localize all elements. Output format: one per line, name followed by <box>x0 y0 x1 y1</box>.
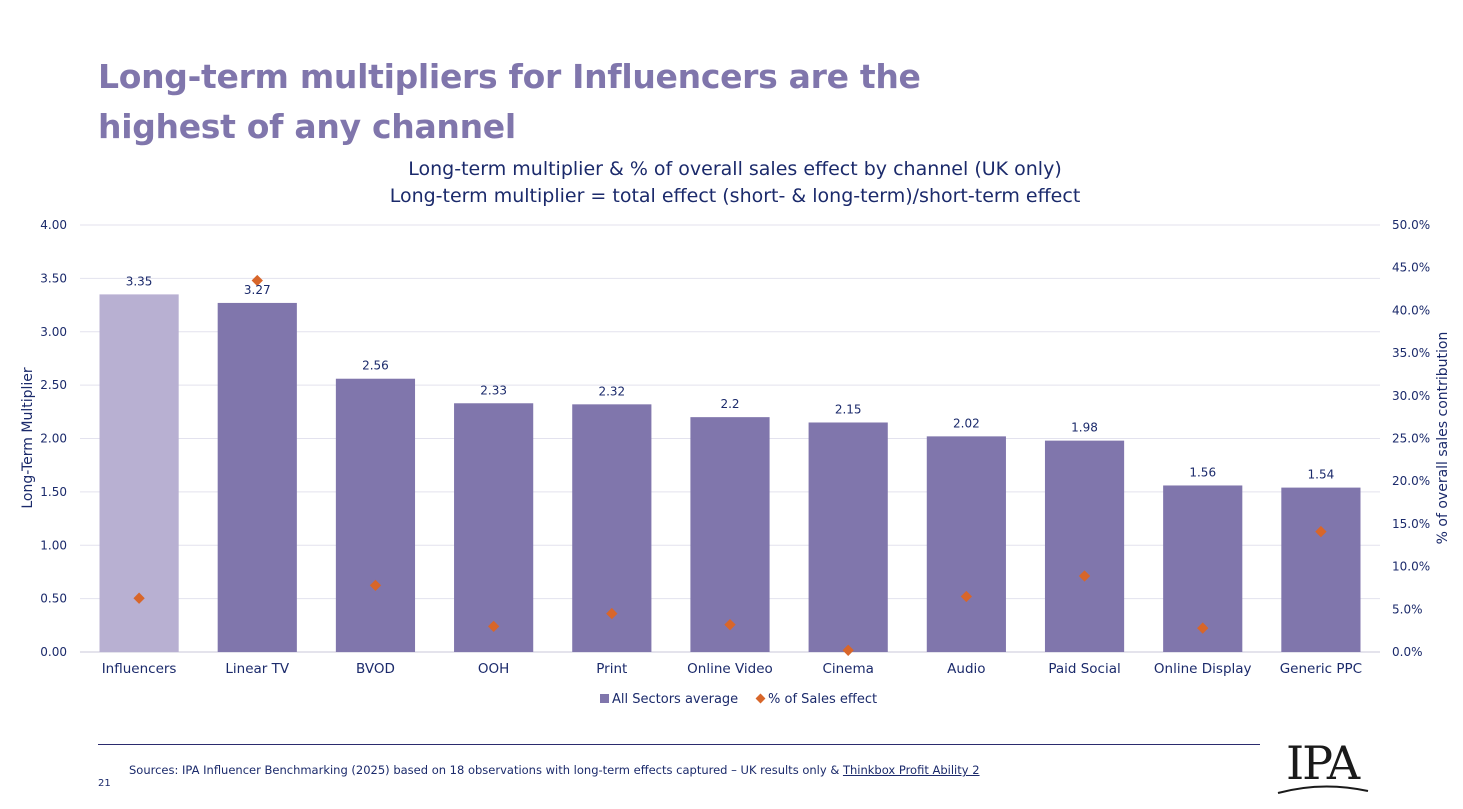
category-label: OOH <box>478 661 509 677</box>
legend-swatch-marker <box>755 693 766 704</box>
left-axis-ticks: 0.00 0.50 1.00 1.50 2.00 2.50 3.00 3.50 4.00 <box>40 218 67 659</box>
bar <box>217 302 297 652</box>
ipa-logo-wordmark: IPA <box>1286 736 1361 790</box>
right-axis-title: % of overall sales contribution <box>1435 332 1451 545</box>
bar-value-label: 1.54 <box>1308 468 1335 482</box>
bar <box>690 417 770 652</box>
category-label: BVOD <box>356 661 395 677</box>
category-label: Linear TV <box>225 661 289 677</box>
page-number: 21 <box>98 778 111 789</box>
category-label: Generic PPC <box>1280 661 1362 677</box>
bar-value-label: 3.27 <box>244 283 271 297</box>
bar <box>1044 440 1125 652</box>
bar-value-label: 3.35 <box>126 274 153 288</box>
right-axis-tick-label: 25.0% <box>1392 432 1430 446</box>
category-label: Print <box>596 661 627 677</box>
bar <box>808 422 888 652</box>
bar-value-label: 1.98 <box>1071 421 1098 435</box>
right-axis-tick-label: 10.0% <box>1392 560 1430 574</box>
sales-effect-marker <box>960 590 973 603</box>
left-axis-title: Long-Term Multiplier <box>20 367 36 509</box>
right-axis-tick-label: 0.0% <box>1392 645 1423 659</box>
bars <box>99 294 1361 652</box>
bar-value-label: 2.32 <box>598 384 625 398</box>
sales-effect-marker <box>133 592 145 604</box>
slide-title-line-1: Long-term multipliers for Influencers ar… <box>98 57 921 96</box>
sources-link[interactable]: Thinkbox Profit Ability 2 <box>842 763 980 777</box>
bar-value-label: 2.56 <box>362 359 389 373</box>
category-label: Online Video <box>687 661 773 677</box>
sales-effect-marker <box>369 579 382 592</box>
category-label: Cinema <box>822 661 873 677</box>
left-axis-tick-label: 1.50 <box>40 485 67 499</box>
category-labels: Influencers Linear TV BVOD OOH Print Online V… <box>102 661 1362 677</box>
bar-value-label: 2.15 <box>835 402 862 416</box>
right-axis-tick-label: 50.0% <box>1392 218 1430 232</box>
category-label: Paid Social <box>1048 661 1120 677</box>
right-axis-tick-label: 30.0% <box>1392 389 1430 403</box>
legend-label-bar: All Sectors average <box>612 692 738 707</box>
right-axis-tick-label: 45.0% <box>1392 261 1430 275</box>
right-axis-tick-label: 20.0% <box>1392 474 1430 488</box>
right-axis-tick-label: 40.0% <box>1392 303 1430 317</box>
bar <box>335 378 416 652</box>
left-axis-tick-label: 3.00 <box>40 325 67 339</box>
category-label: Online Display <box>1154 661 1252 677</box>
bar-value-labels: 3.35 3.27 2.56 2.33 2.32 2.2 2.15 2.02 1.98 1.56 1… <box>126 274 1335 481</box>
combo-chart: 3.35 3.27 2.56 2.33 2.32 2.2 2.15 2.02 1.98 1.56 1… <box>20 218 1451 707</box>
sales-effect-marker <box>1078 570 1091 582</box>
sales-effect-marker <box>606 607 618 620</box>
category-label: Influencers <box>102 661 177 677</box>
bar <box>1281 487 1361 652</box>
legend-swatch-bar <box>600 694 609 703</box>
chart-subtitle: Long-term multiplier = total effect (sho… <box>389 185 1081 207</box>
sales-effect-marker <box>724 619 736 631</box>
chart-title-block: Long-term multiplier & % of overall sale… <box>230 156 1240 210</box>
sales-effect-marker <box>842 644 854 656</box>
right-axis-tick-label: 35.0% <box>1392 346 1430 360</box>
sources-note: Sources: IPA Influencer Benchmarking (20… <box>129 763 980 777</box>
left-axis-tick-label: 0.50 <box>40 592 67 606</box>
slide-title: Long-term multipliers for Influencers ar… <box>98 52 998 152</box>
left-axis-tick-label: 3.50 <box>40 271 67 285</box>
left-axis-tick-label: 4.00 <box>40 218 67 232</box>
bar <box>454 403 534 652</box>
legend: All Sectors average % of Sales effect <box>600 692 877 707</box>
chart-title: Long-term multiplier & % of overall sale… <box>408 158 1062 180</box>
bar-value-label: 2.02 <box>953 416 980 430</box>
left-axis-tick-label: 2.00 <box>40 432 67 446</box>
left-axis-tick-label: 1.00 <box>40 538 67 552</box>
bar-value-label: 2.33 <box>480 383 507 397</box>
slide-title-line-2: highest of any channel <box>98 107 516 146</box>
bar <box>926 436 1006 652</box>
bar <box>99 294 179 652</box>
ipa-logo: IPA <box>1277 736 1369 794</box>
footer-divider <box>98 744 1260 745</box>
bar-value-label: 2.2 <box>720 397 739 411</box>
sources-text: Sources: IPA Influencer Benchmarking (20… <box>129 763 843 777</box>
bar-value-label: 1.56 <box>1189 465 1216 479</box>
right-axis-tick-label: 5.0% <box>1392 602 1423 616</box>
left-axis-tick-label: 2.50 <box>40 378 67 392</box>
right-axis-tick-label: 15.0% <box>1392 517 1430 531</box>
left-axis-tick-label: 0.00 <box>40 645 67 659</box>
sales-effect-marker <box>1315 525 1327 538</box>
category-label: Audio <box>947 661 985 677</box>
right-axis-ticks: 0.0% 5.0% 10.0% 15.0% 20.0% 25.0% 30.0% 35.0% 40… <box>1392 218 1430 659</box>
legend-label-marker: % of Sales effect <box>768 692 877 707</box>
sales-effect-marker <box>1197 622 1209 634</box>
sales-effect-marker <box>487 620 500 633</box>
